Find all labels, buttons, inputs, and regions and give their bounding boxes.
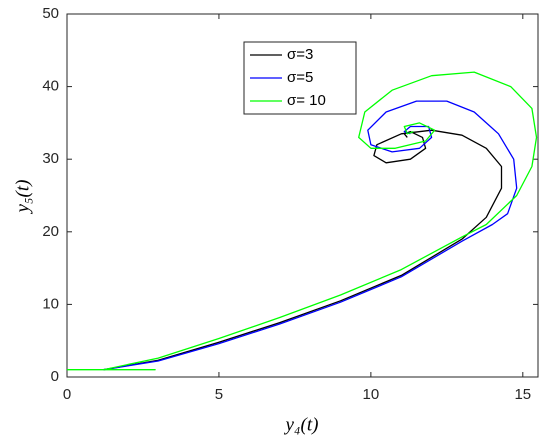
legend-label: σ=5	[287, 69, 313, 86]
series-line	[103, 129, 503, 371]
y-tick-label: 0	[51, 368, 59, 385]
x-tick-label: 10	[363, 386, 380, 403]
x-tick-label: 15	[514, 386, 531, 403]
x-tick-label: 5	[215, 386, 223, 403]
y-axis-label: y₅(t)	[12, 180, 33, 215]
y-tick-label: 40	[42, 78, 59, 95]
series-line	[67, 71, 538, 371]
series-line	[103, 100, 518, 371]
y-tick-label: 10	[42, 295, 59, 312]
y-tick-label: 50	[42, 5, 59, 22]
x-axis-label: y₄(t)	[284, 414, 319, 435]
x-tick-label: 0	[63, 386, 71, 403]
y-tick-label: 30	[42, 150, 59, 167]
legend-label: σ=3	[287, 46, 313, 63]
legend-label: σ= 10	[287, 92, 326, 109]
legend-box	[243, 41, 357, 115]
y-tick-label: 20	[42, 223, 59, 240]
